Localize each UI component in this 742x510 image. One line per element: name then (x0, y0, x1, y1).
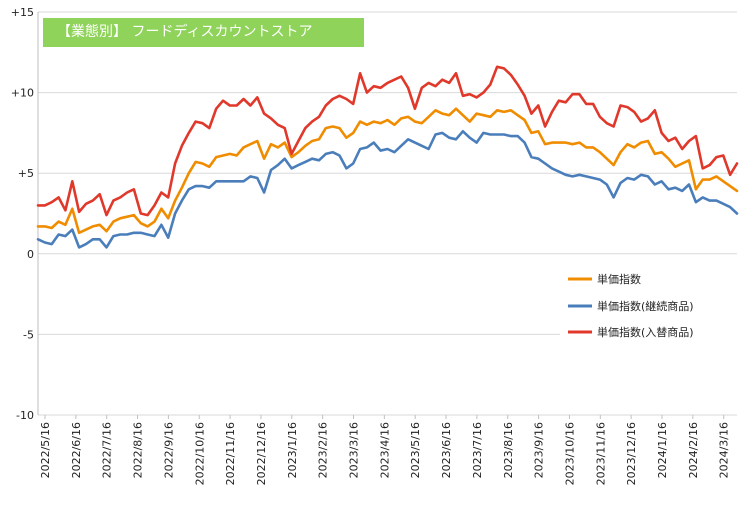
x-tick-label: 2024/2/16 (687, 422, 700, 478)
series-line-2 (36, 65, 739, 217)
x-tick-label: 2023/6/16 (440, 422, 453, 478)
x-tick-label: 2023/9/16 (533, 422, 546, 478)
y-tick-label: -5 (23, 328, 34, 341)
legend-bg (560, 318, 740, 338)
legend-label-2: 単価指数(入替商品) (597, 325, 694, 339)
x-tick-label: 2023/8/16 (502, 422, 515, 478)
legend-label-0: 単価指数 (597, 272, 641, 286)
chart-title-box (43, 18, 364, 47)
x-tick-label: 2023/11/16 (594, 422, 607, 485)
x-tick-label: 2023/1/16 (286, 422, 299, 478)
legend-bg (560, 265, 740, 285)
x-tick-label: 2022/12/16 (255, 422, 268, 485)
series-line-0 (36, 107, 739, 235)
x-tick-label: 2022/6/16 (70, 422, 83, 478)
x-tick-label: 2023/10/16 (563, 422, 576, 485)
x-tick-label: 2023/2/16 (317, 422, 330, 478)
x-axis-ticks: 2022/5/16 2022/6/16 2022/7/16 2022/8/16 2022… (39, 415, 731, 485)
x-tick-label: 2023/7/16 (471, 422, 484, 478)
x-tick-label: 2023/5/16 (409, 422, 422, 478)
x-tick-label: 2023/4/16 (378, 422, 391, 478)
x-tick-label: 2022/10/16 (193, 422, 206, 485)
y-tick-label: +5 (18, 167, 34, 180)
x-tick-label: 2022/5/16 (39, 422, 52, 478)
y-tick-label: -10 (16, 409, 34, 422)
gridlines (37, 11, 737, 416)
x-tick-label: 2022/8/16 (132, 422, 145, 478)
x-tick-label: 2023/3/16 (348, 422, 361, 478)
x-tick-label: 2024/3/16 (718, 422, 731, 478)
y-tick-label: +15 (11, 6, 34, 19)
series-lines (36, 65, 739, 249)
legend-label-1: 単価指数(継続商品) (597, 299, 694, 313)
legend-bg (560, 292, 740, 312)
series-line-1 (36, 130, 739, 249)
x-tick-label: 2023/12/16 (625, 422, 638, 485)
x-tick-label: 2022/9/16 (162, 422, 175, 478)
x-tick-label: 2024/1/16 (656, 422, 669, 478)
chart-title: 【業態別】 フードディスカウントストア (57, 24, 313, 40)
x-tick-label: 2022/7/16 (101, 422, 114, 478)
y-axis-ticks: -10 -5 0 +5 +10 +15 (11, 6, 34, 422)
y-tick-label: 0 (27, 248, 34, 261)
y-tick-label: +10 (11, 87, 34, 100)
x-tick-label: 2022/11/16 (224, 422, 237, 485)
